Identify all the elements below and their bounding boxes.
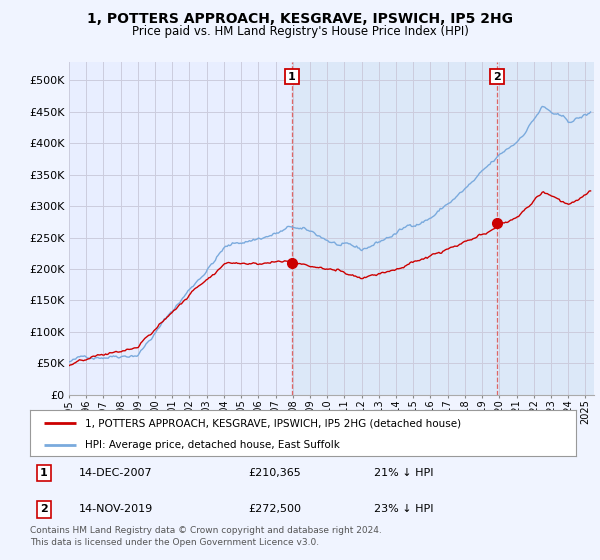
Text: Contains HM Land Registry data © Crown copyright and database right 2024.
This d: Contains HM Land Registry data © Crown c… xyxy=(30,526,382,547)
Text: 14-DEC-2007: 14-DEC-2007 xyxy=(79,468,153,478)
Text: 14-NOV-2019: 14-NOV-2019 xyxy=(79,505,154,515)
Text: 2: 2 xyxy=(40,505,47,515)
Text: HPI: Average price, detached house, East Suffolk: HPI: Average price, detached house, East… xyxy=(85,440,340,450)
Text: 1: 1 xyxy=(288,72,296,82)
Text: Price paid vs. HM Land Registry's House Price Index (HPI): Price paid vs. HM Land Registry's House … xyxy=(131,25,469,38)
Text: £210,365: £210,365 xyxy=(248,468,301,478)
Text: 1: 1 xyxy=(40,468,47,478)
Text: 23% ↓ HPI: 23% ↓ HPI xyxy=(374,505,433,515)
Bar xyxy=(292,62,594,395)
Text: 21% ↓ HPI: 21% ↓ HPI xyxy=(374,468,433,478)
Text: £272,500: £272,500 xyxy=(248,505,301,515)
Text: 1, POTTERS APPROACH, KESGRAVE, IPSWICH, IP5 2HG (detached house): 1, POTTERS APPROACH, KESGRAVE, IPSWICH, … xyxy=(85,418,461,428)
Text: 2: 2 xyxy=(493,72,501,82)
Text: 1, POTTERS APPROACH, KESGRAVE, IPSWICH, IP5 2HG: 1, POTTERS APPROACH, KESGRAVE, IPSWICH, … xyxy=(87,12,513,26)
